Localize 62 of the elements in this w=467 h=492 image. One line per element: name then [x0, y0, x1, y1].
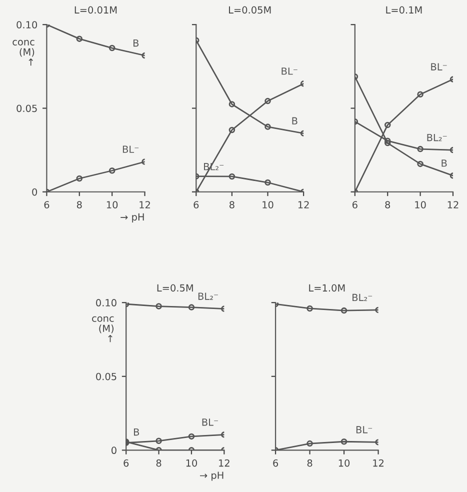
x-tick-label: 6 — [352, 201, 358, 208]
y-tick-label: 0 — [32, 188, 38, 196]
x-tick-label: 12 — [448, 201, 458, 208]
x-axis-title: → pH — [120, 213, 144, 223]
chart-title: L=0.01M — [74, 6, 117, 14]
y-axis-title: conc (M) ↑ — [92, 316, 114, 342]
x-tick-label: 6 — [44, 201, 50, 208]
point — [156, 303, 162, 310]
x-axis-title: → pH — [200, 472, 224, 481]
point — [306, 440, 313, 447]
x-tick-label: 8 — [307, 459, 312, 467]
y-axis-title: conc (M) ↑ — [12, 40, 34, 66]
x-tick-label: 10 — [338, 459, 350, 467]
x-tick-label: 10 — [186, 459, 198, 467]
series-label: B — [292, 117, 298, 124]
y-tick-label: 0.10 — [16, 21, 38, 28]
series-label: B — [442, 160, 447, 167]
point — [108, 44, 116, 52]
x-tick-label: 8 — [156, 459, 162, 467]
point — [76, 36, 83, 42]
x-tick-label: 12 — [140, 201, 150, 208]
x-tick-label: 8 — [385, 201, 390, 208]
point — [108, 168, 116, 174]
point — [264, 179, 271, 186]
y-tick-label: 0.10 — [96, 299, 116, 306]
point — [417, 160, 424, 168]
x-tick-label: 10 — [262, 201, 274, 208]
x-tick-label: 8 — [76, 201, 82, 208]
series-label: B — [134, 39, 139, 47]
chart-title: L=0.05M — [229, 6, 271, 14]
series-label: BL⁻ — [202, 418, 218, 426]
point — [264, 98, 271, 104]
point — [156, 438, 162, 444]
x-tick-label: 6 — [273, 459, 278, 467]
x-tick-label: 12 — [298, 201, 309, 208]
series-label: BL⁻ — [122, 146, 139, 153]
x-tick-label: 10 — [415, 201, 426, 208]
point — [384, 122, 391, 128]
point — [264, 124, 271, 130]
chart-title: L=0.5M — [157, 284, 193, 292]
y-tick-label: 0 — [112, 446, 116, 454]
chart-title: L=1.0M — [309, 284, 345, 292]
x-tick-label: 12 — [219, 459, 230, 467]
point — [306, 305, 313, 312]
chart-title: L=0.1M — [386, 6, 422, 14]
series-label: BL⁻ — [431, 63, 447, 70]
y-tick-label: 0.05 — [96, 372, 116, 380]
series-label: BL₂⁻ — [427, 134, 447, 142]
x-tick-label: 8 — [230, 201, 234, 208]
x-tick-label: 10 — [106, 201, 118, 208]
series-label: BL₂⁻ — [352, 294, 372, 302]
series-label: BL⁻ — [282, 68, 298, 75]
point — [417, 146, 424, 152]
point — [417, 91, 424, 98]
series-label: BL⁻ — [356, 426, 372, 434]
x-tick-label: 6 — [194, 201, 199, 208]
y-tick-label: 0.05 — [16, 104, 37, 112]
series-label: B — [134, 428, 140, 436]
series-label: BL₂⁻ — [198, 292, 218, 300]
point — [76, 175, 83, 182]
x-tick-label: 6 — [124, 459, 129, 467]
x-tick-label: 12 — [373, 459, 384, 467]
